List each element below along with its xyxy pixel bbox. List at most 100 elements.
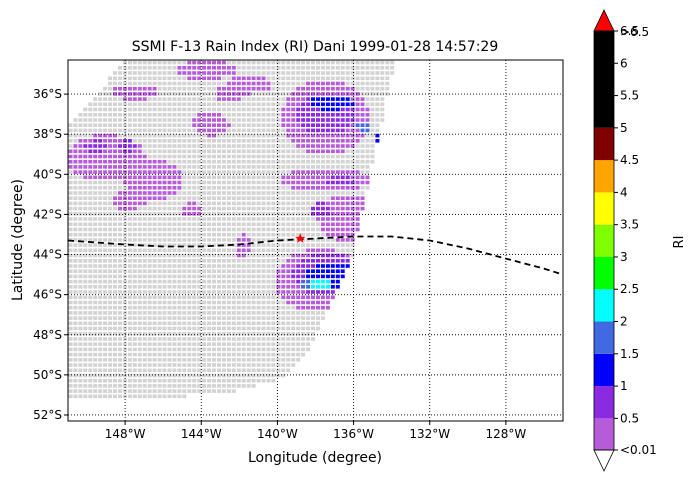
no-rain-cell	[256, 113, 261, 117]
no-rain-cell	[137, 311, 142, 315]
no-rain-cell	[98, 269, 103, 273]
no-rain-cell	[172, 305, 177, 310]
no-rain-cell	[122, 384, 127, 388]
no-rain-cell	[311, 332, 315, 336]
no-rain-cell	[137, 300, 142, 305]
y-axis-label: Latitude (degree)	[10, 179, 26, 301]
no-rain-cell	[251, 384, 256, 388]
no-rain-cell	[108, 295, 113, 300]
no-rain-cell	[88, 186, 93, 190]
no-rain-cell	[251, 144, 256, 148]
no-rain-cell	[291, 217, 296, 221]
no-rain-cell	[212, 285, 216, 289]
no-rain-cell	[251, 274, 256, 279]
no-rain-cell	[152, 269, 157, 273]
no-rain-cell	[231, 321, 236, 326]
rain-cell	[316, 264, 320, 268]
no-rain-cell	[197, 232, 202, 237]
no-rain-cell	[98, 264, 103, 268]
no-rain-cell	[157, 300, 162, 305]
no-rain-cell	[162, 321, 167, 326]
no-rain-cell	[212, 384, 216, 388]
rain-cell	[335, 86, 340, 91]
no-rain-cell	[93, 368, 98, 373]
no-rain-cell	[142, 347, 147, 352]
no-rain-cell	[122, 186, 127, 190]
no-rain-cell	[231, 305, 236, 310]
no-rain-cell	[221, 384, 226, 388]
no-rain-cell	[231, 279, 236, 284]
rain-cell	[93, 165, 98, 169]
no-rain-cell	[271, 159, 276, 164]
no-rain-cell	[256, 368, 261, 373]
no-rain-cell	[261, 186, 266, 190]
no-rain-cell	[103, 321, 108, 326]
no-rain-cell	[172, 159, 177, 164]
no-rain-cell	[172, 389, 177, 393]
colorbar-tick-label: 3	[620, 250, 628, 264]
no-rain-cell	[380, 97, 385, 101]
rain-cell	[118, 154, 122, 159]
no-rain-cell	[122, 321, 127, 326]
no-rain-cell	[93, 180, 98, 185]
no-rain-cell	[261, 206, 266, 211]
no-rain-cell	[221, 290, 226, 294]
no-rain-cell	[187, 81, 192, 86]
no-rain-cell	[197, 279, 202, 284]
no-rain-cell	[172, 81, 177, 86]
no-rain-cell	[286, 144, 291, 148]
no-rain-cell	[266, 66, 271, 70]
rain-cell	[118, 196, 122, 200]
no-rain-cell	[202, 389, 207, 393]
no-rain-cell	[187, 279, 192, 284]
rain-cell	[316, 248, 320, 253]
no-rain-cell	[212, 279, 216, 284]
no-rain-cell	[236, 378, 241, 383]
no-rain-cell	[375, 76, 380, 81]
no-rain-cell	[177, 378, 182, 383]
no-rain-cell	[231, 300, 236, 305]
no-rain-cell	[127, 66, 132, 70]
no-rain-cell	[93, 212, 98, 216]
no-rain-cell	[137, 248, 142, 253]
no-rain-cell	[142, 217, 147, 221]
no-rain-cell	[73, 259, 78, 263]
rain-cell	[236, 92, 241, 96]
no-rain-cell	[108, 337, 113, 341]
no-rain-cell	[132, 269, 137, 273]
no-rain-cell	[212, 253, 216, 258]
no-rain-cell	[311, 159, 315, 164]
rain-cell	[291, 102, 296, 107]
no-rain-cell	[281, 347, 286, 352]
no-rain-cell	[167, 81, 172, 86]
no-rain-cell	[217, 170, 221, 174]
no-rain-cell	[271, 290, 276, 294]
no-rain-cell	[132, 378, 137, 383]
no-rain-cell	[221, 248, 226, 253]
no-rain-cell	[266, 321, 271, 326]
no-rain-cell	[152, 248, 157, 253]
rain-cell	[350, 201, 355, 206]
rain-cell	[88, 154, 93, 159]
no-rain-cell	[251, 222, 256, 227]
rain-cell	[241, 248, 246, 253]
no-rain-cell	[73, 248, 78, 253]
no-rain-cell	[152, 363, 157, 367]
rain-cell	[142, 175, 147, 180]
rain-cell	[340, 139, 345, 143]
no-rain-cell	[73, 394, 78, 399]
rain-cell	[325, 144, 330, 148]
no-rain-cell	[167, 311, 172, 315]
no-rain-cell	[172, 222, 177, 227]
y-tick-label: 36°S	[33, 87, 62, 101]
no-rain-cell	[137, 128, 142, 133]
no-rain-cell	[118, 253, 122, 258]
no-rain-cell	[172, 139, 177, 143]
no-rain-cell	[187, 113, 192, 117]
x-tick-label: 136°W	[333, 427, 374, 441]
colorbar-segment	[594, 321, 614, 354]
no-rain-cell	[127, 311, 132, 315]
no-rain-cell	[172, 71, 177, 75]
no-rain-cell	[320, 76, 325, 81]
no-rain-cell	[177, 264, 182, 268]
